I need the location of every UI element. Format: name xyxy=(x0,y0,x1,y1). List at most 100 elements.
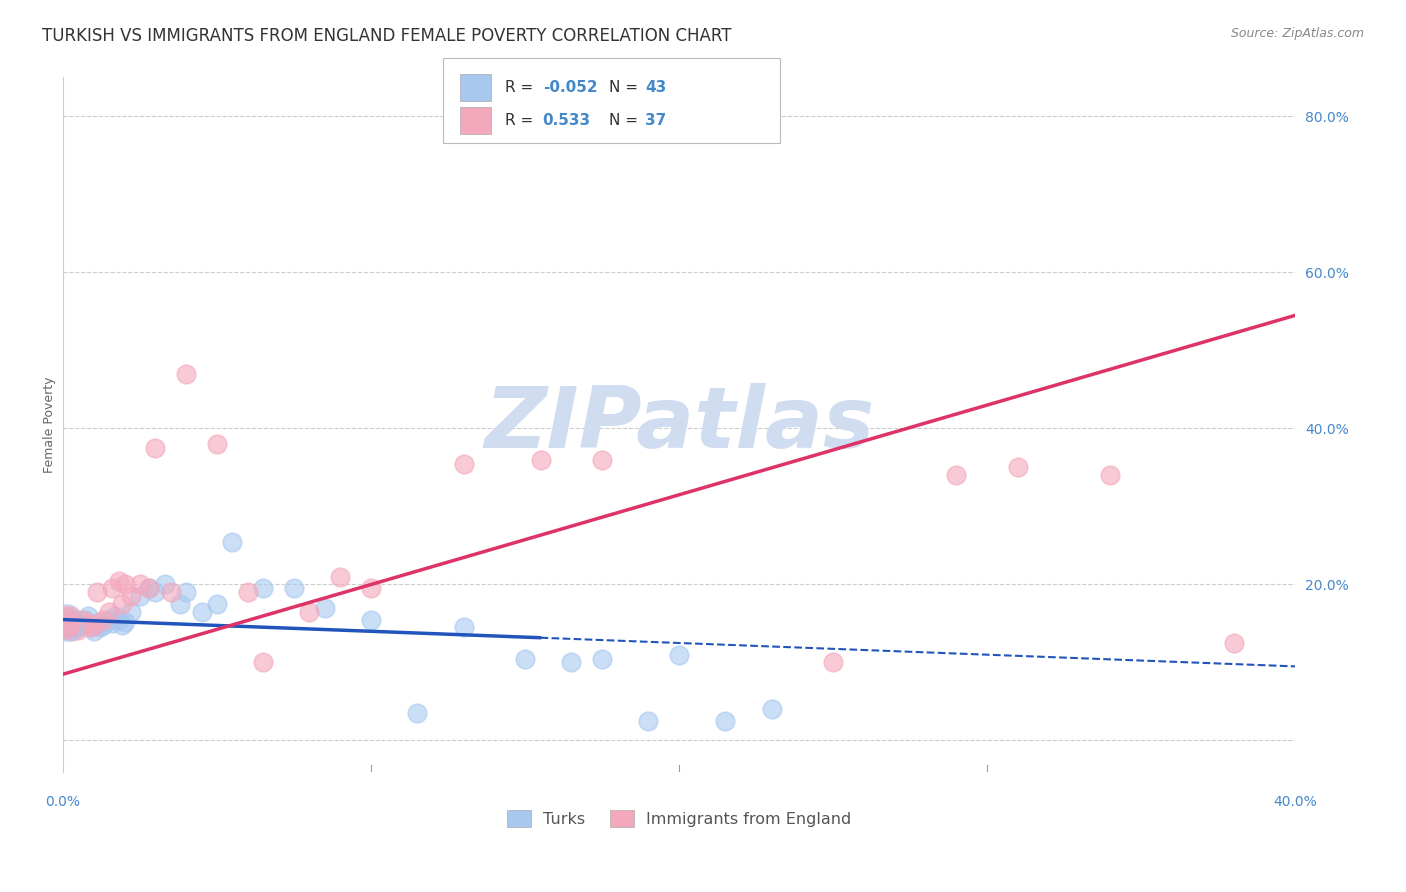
Point xyxy=(73,618,96,632)
Point xyxy=(83,624,105,639)
Point xyxy=(637,714,659,728)
Point xyxy=(86,616,108,631)
Point xyxy=(114,577,136,591)
Point xyxy=(190,605,212,619)
Text: Source: ZipAtlas.com: Source: ZipAtlas.com xyxy=(1230,27,1364,40)
Point xyxy=(70,613,93,627)
Point xyxy=(98,613,121,627)
Point xyxy=(174,585,197,599)
Point xyxy=(55,620,77,634)
Point xyxy=(221,534,243,549)
Point xyxy=(169,597,191,611)
Legend: Turks, Immigrants from England: Turks, Immigrants from England xyxy=(501,804,858,833)
Point xyxy=(65,618,87,632)
Point xyxy=(76,608,98,623)
Text: 40.0%: 40.0% xyxy=(1274,795,1317,809)
Text: R =: R = xyxy=(505,80,538,95)
Point xyxy=(98,605,121,619)
Point xyxy=(529,452,551,467)
Point xyxy=(76,616,98,631)
Point xyxy=(314,600,336,615)
Point xyxy=(560,656,582,670)
Point xyxy=(145,441,167,455)
Text: 0.0%: 0.0% xyxy=(45,795,80,809)
Point xyxy=(53,618,76,632)
Point xyxy=(252,656,274,670)
Point xyxy=(591,452,613,467)
Text: N =: N = xyxy=(609,113,643,128)
Point xyxy=(668,648,690,662)
Text: R =: R = xyxy=(505,113,538,128)
Point xyxy=(101,582,124,596)
Point xyxy=(107,613,129,627)
Point xyxy=(55,616,77,631)
Point xyxy=(406,706,429,721)
Point xyxy=(114,615,136,629)
Point xyxy=(110,618,132,632)
Point xyxy=(945,468,967,483)
Point xyxy=(80,620,103,634)
Point xyxy=(138,582,160,596)
Point xyxy=(65,615,87,629)
Point xyxy=(91,618,114,632)
Point xyxy=(1099,468,1122,483)
Point xyxy=(174,367,197,381)
Point xyxy=(145,585,167,599)
Point xyxy=(160,585,183,599)
Point xyxy=(101,616,124,631)
Point xyxy=(823,656,845,670)
Point xyxy=(110,597,132,611)
Point xyxy=(104,608,127,623)
Y-axis label: Female Poverty: Female Poverty xyxy=(44,376,56,473)
Text: 43: 43 xyxy=(645,80,666,95)
Point xyxy=(205,437,228,451)
Text: TURKISH VS IMMIGRANTS FROM ENGLAND FEMALE POVERTY CORRELATION CHART: TURKISH VS IMMIGRANTS FROM ENGLAND FEMAL… xyxy=(42,27,731,45)
Point xyxy=(67,620,90,634)
Point xyxy=(91,613,114,627)
Point xyxy=(60,618,83,632)
Point xyxy=(453,457,475,471)
Point xyxy=(129,577,152,591)
Point xyxy=(58,616,80,631)
Point xyxy=(55,613,77,627)
Point xyxy=(53,616,76,631)
Point xyxy=(453,620,475,634)
Point xyxy=(1222,636,1244,650)
Point xyxy=(96,615,118,629)
Point xyxy=(360,613,382,627)
Text: -0.052: -0.052 xyxy=(543,80,598,95)
Point xyxy=(56,618,79,632)
Point xyxy=(70,618,93,632)
Point xyxy=(360,582,382,596)
Point xyxy=(138,582,160,596)
Text: 0.533: 0.533 xyxy=(543,113,591,128)
Point xyxy=(60,624,83,639)
Point xyxy=(86,585,108,599)
Point xyxy=(153,577,176,591)
Point xyxy=(67,623,90,637)
Point xyxy=(55,615,77,629)
Point xyxy=(329,570,352,584)
Point xyxy=(591,651,613,665)
Point xyxy=(129,589,152,603)
Point xyxy=(714,714,737,728)
Point xyxy=(1007,460,1029,475)
Point xyxy=(83,618,105,632)
Point xyxy=(89,620,111,634)
Point xyxy=(107,574,129,588)
Point xyxy=(120,589,142,603)
Point xyxy=(80,620,103,634)
Point xyxy=(298,605,321,619)
Text: ZIPatlas: ZIPatlas xyxy=(484,383,875,467)
Text: 37: 37 xyxy=(645,113,666,128)
Point xyxy=(205,597,228,611)
Point xyxy=(236,585,259,599)
Point xyxy=(761,702,783,716)
Point xyxy=(58,613,80,627)
Point xyxy=(252,582,274,596)
Text: N =: N = xyxy=(609,80,643,95)
Point xyxy=(513,651,536,665)
Point xyxy=(120,605,142,619)
Point xyxy=(73,613,96,627)
Point xyxy=(56,613,79,627)
